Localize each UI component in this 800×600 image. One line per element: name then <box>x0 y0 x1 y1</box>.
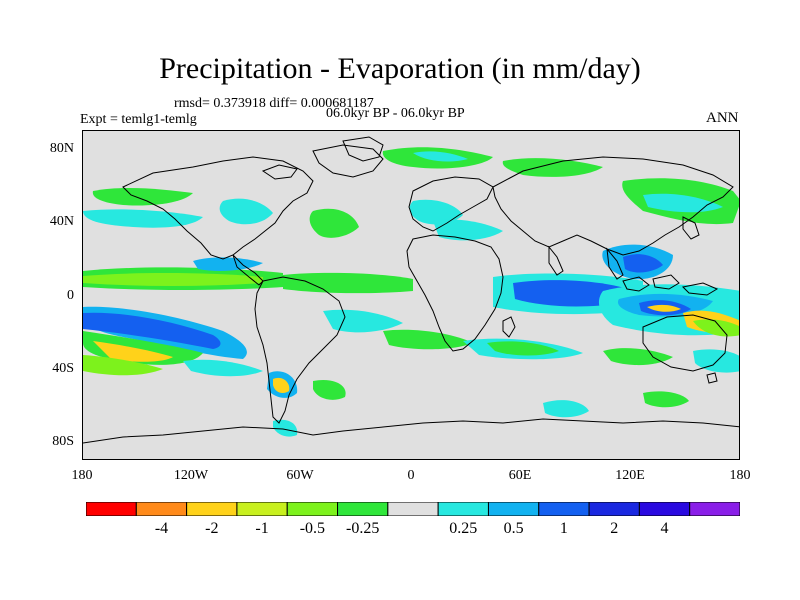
x-axis-label-180w: 180 <box>71 468 93 483</box>
x-axis-label-120w: 120W <box>173 468 209 483</box>
stats-text: rmsd= 0.373918 diff= 0.000681187 <box>174 96 374 111</box>
colorbar-tick-label: -0.25 <box>346 520 380 537</box>
y-axis-label-0: 0 <box>67 288 74 303</box>
x-axis-label-60w: 60W <box>286 468 314 483</box>
colorbar-swatch <box>86 502 137 516</box>
colorbar-swatch <box>487 502 540 516</box>
colorbar-swatch <box>337 502 389 516</box>
colorbar-tick-label: 0.5 <box>503 520 524 537</box>
colorbar-swatch <box>186 502 238 516</box>
y-axis-label-40s: 40S <box>52 361 74 376</box>
colorbar-swatch <box>236 502 288 516</box>
x-axis-label-180e: 180 <box>729 468 751 483</box>
colorbar-tick-label: -0.5 <box>299 520 326 537</box>
colorbar-tick-label: 4 <box>660 520 669 537</box>
colorbar-swatch <box>135 502 188 516</box>
x-axis-label-0: 0 <box>407 468 415 483</box>
x-axis-label-60e: 60E <box>508 468 532 483</box>
colorbar-tick-label: -4 <box>154 520 169 537</box>
coastlines <box>83 136 739 444</box>
colorbar-swatch <box>437 502 489 516</box>
colorbar-tick-label: -2 <box>205 520 219 537</box>
experiment-label: Expt = temlg1-temlg <box>80 112 197 127</box>
season-label: ANN <box>706 110 739 126</box>
map-panel <box>82 130 740 460</box>
x-axis-label-120e: 120E <box>615 468 645 483</box>
y-axis-label-80s: 80S <box>52 434 74 449</box>
colorbar-swatch <box>588 502 640 516</box>
colorbar-tick-label: 0.25 <box>449 520 478 537</box>
colorbar-tick-label: 1 <box>559 520 568 537</box>
plot-title: Precipitation - Evaporation (in mm/day) <box>159 52 641 85</box>
y-axis-label-40n: 40N <box>49 214 74 229</box>
colorbar-tick-label: -1 <box>255 520 269 537</box>
period-text: 06.0kyr BP - 06.0kyr BP <box>326 106 465 121</box>
colorbar-swatch <box>638 502 691 516</box>
y-axis-label-80n: 80N <box>49 141 74 156</box>
colorbar-swatch <box>286 502 339 516</box>
colorbar <box>86 502 740 516</box>
colorbar-swatch <box>538 502 590 516</box>
colorbar-swatch <box>387 502 439 516</box>
colorbar-tick-label: 2 <box>610 520 619 537</box>
map-canvas <box>83 131 739 459</box>
anomaly-field <box>83 147 739 437</box>
colorbar-swatch <box>689 502 740 516</box>
